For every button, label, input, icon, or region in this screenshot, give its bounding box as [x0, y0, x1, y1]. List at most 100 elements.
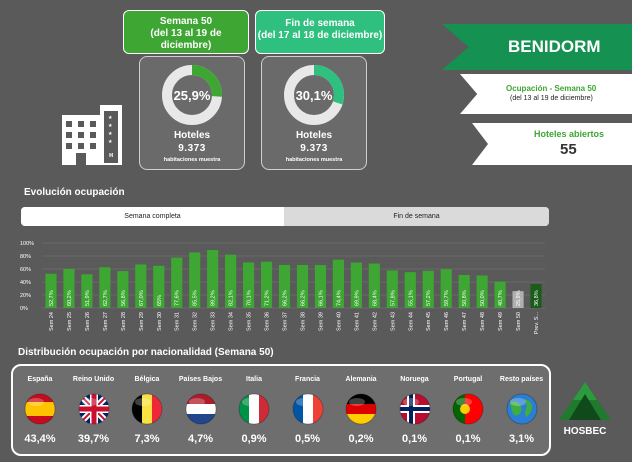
nationality-value: 0,2%: [348, 433, 374, 445]
x-tick-label: Sem 40: [336, 312, 342, 331]
weekend-occupancy-donut: 30,1%: [284, 65, 344, 125]
weekend-hotels-label: Hoteles: [295, 130, 333, 141]
x-tick-label: Sem 28: [121, 312, 127, 331]
bar-sem-43: [386, 270, 398, 308]
bar-sem-40: [332, 259, 344, 308]
bar-sem-47: [458, 274, 470, 308]
italy-flag-icon: [238, 393, 270, 425]
nationality-name: Países Bajos: [178, 376, 223, 383]
tab-full-week[interactable]: Semana completa: [21, 207, 284, 226]
bar-value-label: 60,2%: [67, 290, 73, 306]
svg-text:H: H: [109, 153, 113, 159]
bar-value-label: 69,9%: [354, 290, 360, 306]
nationality-value: 39,7%: [77, 433, 110, 445]
norway-flag-icon: [399, 393, 430, 425]
weekend-rooms-count: 9.373: [300, 143, 328, 154]
occupancy-evolution-chart: 0% 20% 40% 60% 80% 100% 52,7% Sem 24 60,2% Sem 25…: [20, 241, 545, 334]
nationality-value: 0,1%: [455, 433, 481, 445]
bar-sem-35: [243, 262, 255, 308]
nationality-title: Distribución ocupación por nacionalidad …: [18, 347, 274, 358]
nationality-value: 0,1%: [401, 433, 428, 445]
x-tick-label: Sem 27: [103, 312, 109, 331]
x-tick-label: Sem 50: [516, 312, 522, 331]
evolution-tabs: Semana completa Fin de semana: [21, 207, 549, 226]
bar-prev-s-: [530, 284, 542, 308]
week-rooms-count: 9.373: [178, 143, 206, 154]
y-tick-label: 40%: [20, 280, 31, 286]
bar-value-label: 65%: [157, 295, 163, 306]
bar-value-label: 40,7%: [498, 290, 504, 306]
netherlands-flag-icon: [185, 393, 216, 425]
bar-value-label: 89,2%: [211, 290, 217, 306]
bar-value-label: 25,9%: [516, 290, 522, 306]
nationality-panel: España 43,4% Reino Unido 39,7% Bélgica 7,3% Pa…: [11, 364, 551, 456]
bar-value-label: 82,1%: [229, 290, 235, 306]
nationality-name: Portugal: [453, 376, 483, 383]
x-tick-label: Sem 30: [157, 312, 163, 331]
nationality-name: Italia: [246, 376, 262, 383]
bar-sem-49: [494, 281, 506, 308]
globe-icon: [506, 393, 537, 425]
bar-sem-46: [440, 269, 452, 308]
hotel-building-icon: ★ ★ ★ ★ H: [62, 105, 122, 165]
x-tick-label: Sem 39: [318, 312, 324, 331]
nationality-name: Alemania: [345, 376, 377, 383]
bar-value-label: 68,4%: [372, 290, 378, 306]
bar-sem-29: [135, 264, 147, 308]
y-tick-label: 60%: [20, 267, 31, 273]
bar-value-label: 66,2%: [283, 290, 289, 306]
bar-value-label: 77,6%: [175, 290, 181, 306]
bar-value-label: 36,8%: [534, 290, 540, 306]
nationality-value: 7,3%: [134, 433, 160, 445]
bar-sem-38: [296, 264, 309, 308]
bar-sem-31: [171, 257, 183, 308]
x-tick-label: Sem 48: [480, 312, 486, 331]
occupancy-banner-title: Ocupación - Semana 50: [506, 84, 597, 93]
bar-sem-48: [476, 275, 488, 308]
bar-value-label: 85,5%: [193, 290, 199, 306]
weekend-period-title: Fin de semana: [285, 18, 355, 29]
bar-sem-36: [260, 261, 273, 308]
week-occupancy-card: 25,9% Hoteles 9.373 habitaciones muestra: [139, 56, 245, 170]
bar-value-label: 57,2%: [426, 290, 432, 306]
x-tick-label: Sem 43: [390, 312, 396, 331]
bar-value-label: 70,1%: [247, 290, 253, 306]
x-tick-label: Sem 26: [85, 312, 91, 331]
portugal-flag-icon: [452, 393, 484, 425]
bar-sem-26: [81, 274, 93, 308]
nationality-name: España: [27, 376, 53, 383]
x-tick-label: Sem 44: [408, 312, 414, 331]
x-tick-label: Sem 46: [444, 312, 450, 331]
city-name: BENIDORM: [508, 37, 601, 56]
bar-sem-42: [368, 263, 380, 308]
nationality-name: Noruega: [400, 376, 429, 383]
x-tick-label: Sem 37: [283, 312, 289, 331]
bar-value-label: 55,1%: [408, 290, 414, 306]
nationality-value: 0,5%: [294, 433, 321, 445]
week-hotels-label: Hoteles: [173, 130, 211, 141]
nationality-value: 4,7%: [187, 433, 214, 445]
y-tick-label: 80%: [20, 254, 31, 260]
spain-flag-icon: [24, 393, 56, 425]
bar-sem-33: [207, 250, 219, 308]
bar-sem-45: [422, 270, 434, 308]
week-period-header: Semana 50 (del 13 al 19 de diciembre): [123, 10, 249, 54]
occupancy-banner-range: (del 13 al 19 de diciembre): [510, 95, 593, 102]
week-rooms-sub: habitaciones muestra: [163, 157, 221, 163]
nationality-name: Reino Unido: [72, 376, 115, 383]
bar-sem-44: [404, 272, 416, 308]
week-period-range: (del 13 al 19 de diciembre): [150, 28, 222, 51]
occupancy-banner: Ocupación - Semana 50 (del 13 al 19 de d…: [460, 74, 632, 114]
bar-sem-27: [99, 267, 111, 308]
bar-value-label: 50,8%: [462, 290, 468, 306]
week-period-title: Semana 50: [159, 16, 213, 27]
belgium-flag-icon: [131, 393, 163, 425]
bar-sem-37: [278, 264, 291, 308]
svg-text:★: ★: [108, 123, 113, 129]
x-tick-label: Sem 35: [247, 312, 253, 331]
x-tick-label: Sem 42: [372, 312, 378, 331]
logo-text: HOSBEC: [564, 426, 607, 437]
tab-weekend[interactable]: Fin de semana: [284, 207, 549, 226]
bar-sem-25: [63, 268, 75, 308]
bar-value-label: 51,9%: [85, 290, 91, 306]
